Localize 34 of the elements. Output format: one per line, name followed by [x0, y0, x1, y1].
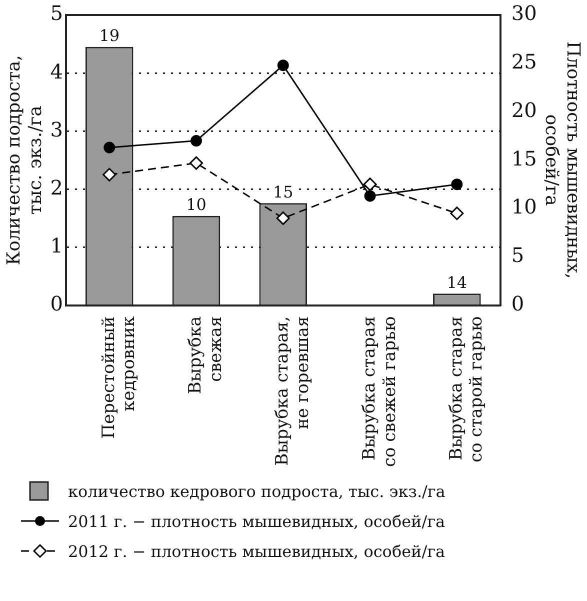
point	[277, 60, 289, 72]
point	[276, 211, 290, 225]
annotation: 19	[99, 26, 120, 46]
y2-tick-label: 30	[511, 1, 537, 26]
annotation: 14	[446, 272, 468, 292]
y-tick-label: 3	[50, 117, 63, 142]
y2-axis-title: Плотность мышевидных, особей/га	[540, 41, 584, 279]
y-tick-label: 1	[50, 233, 63, 258]
legend-label: 2012 г. − плотность мышевидных, особей/га	[68, 542, 446, 560]
y-tick-label: 4	[50, 59, 63, 84]
point	[190, 156, 204, 170]
point	[364, 190, 376, 202]
point	[363, 178, 377, 192]
y2-tick-label: 25	[511, 50, 537, 74]
y2-tick-label: 10	[511, 194, 537, 219]
y2-tick-label: 20	[511, 98, 537, 122]
y-axis-title: Количество подроста, тыс. экз./га	[3, 55, 46, 266]
legend-label: количество кедрового подроста, тыс. экз./га	[68, 482, 446, 500]
annotation: 15	[272, 182, 294, 202]
y-tick-label: 2	[50, 175, 63, 200]
point	[104, 142, 116, 154]
x-tick-label: Перестойный кедровник	[98, 316, 140, 439]
y2-tick-label: 15	[511, 146, 537, 170]
y-tick-label: 0	[50, 291, 63, 316]
point	[450, 206, 464, 220]
point	[102, 168, 116, 182]
annotation: 10	[186, 195, 206, 214]
point	[190, 135, 202, 147]
point	[451, 178, 463, 190]
legend-label: 2011 г. − плотность мышевидных, особей/га	[68, 512, 446, 530]
y-tick-label: 5	[50, 1, 63, 26]
y2-tick-label: 0	[511, 291, 524, 316]
x-tick-label: Вырубка свежая	[186, 316, 226, 394]
y2-tick-label: 5	[511, 243, 524, 268]
